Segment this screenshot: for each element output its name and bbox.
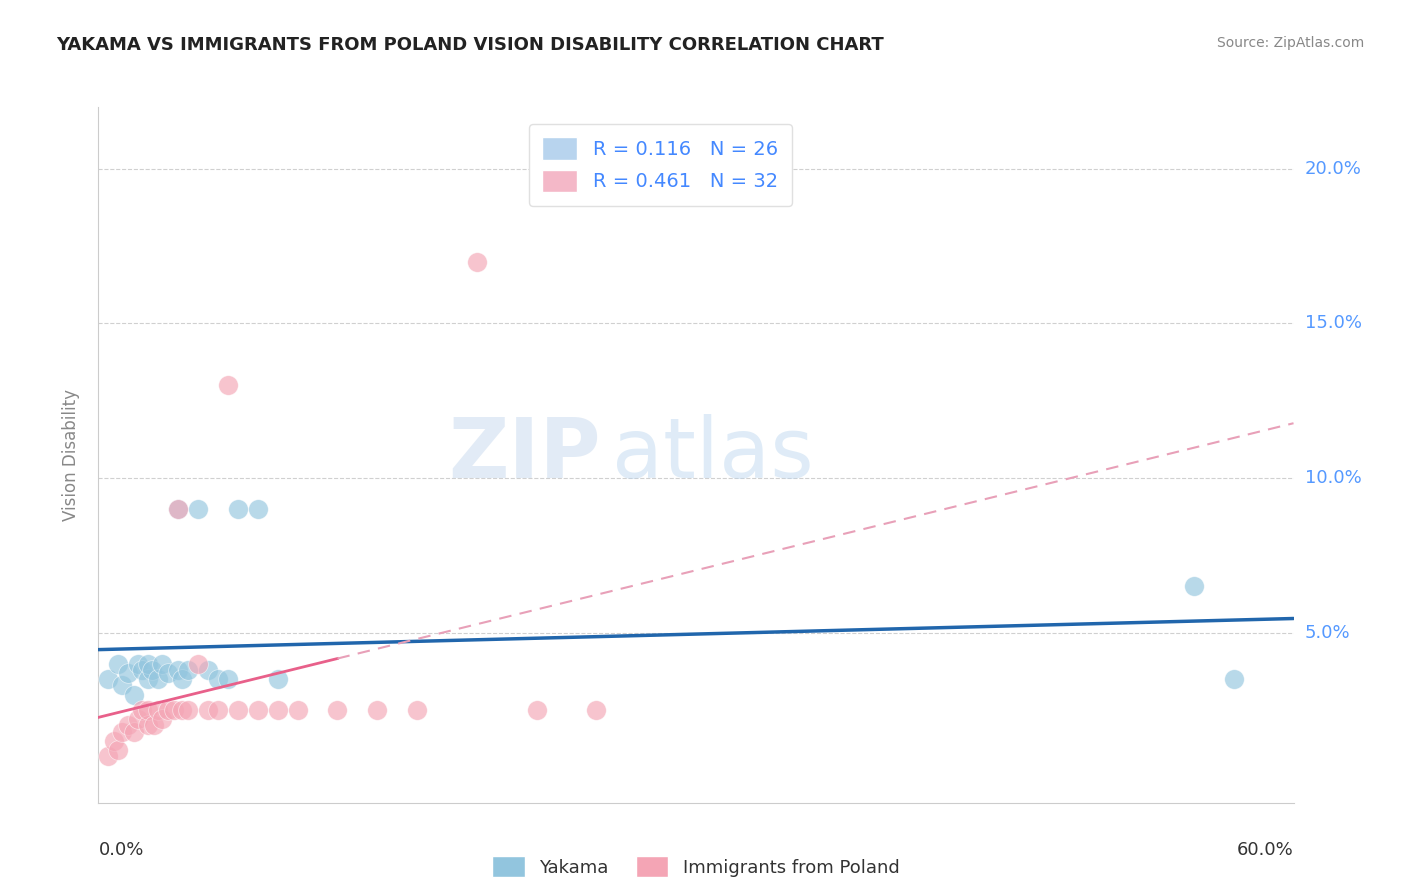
Point [111, 724, 134, 739]
Point [148, 672, 170, 686]
Point [131, 703, 153, 717]
Point [172, 672, 194, 686]
Point [187, 502, 209, 516]
Point [1182, 579, 1205, 593]
Point [117, 718, 139, 732]
Point [326, 703, 349, 717]
Point [226, 502, 249, 516]
Point [97, 749, 120, 764]
Point [207, 703, 229, 717]
Point [287, 703, 309, 717]
Text: 15.0%: 15.0% [1305, 315, 1361, 333]
Point [246, 703, 269, 717]
Point [107, 657, 129, 671]
Point [207, 672, 229, 686]
Point [246, 502, 269, 516]
Point [117, 665, 139, 680]
Point [167, 502, 190, 516]
Point [136, 703, 159, 717]
Point [226, 703, 249, 717]
Point [157, 665, 180, 680]
Y-axis label: Vision Disability: Vision Disability [62, 389, 80, 521]
Point [197, 703, 219, 717]
Text: 60.0%: 60.0% [1237, 841, 1294, 859]
Point [143, 718, 166, 732]
Text: 0.0%: 0.0% [98, 841, 143, 859]
Point [136, 718, 159, 732]
Legend: Yakama, Immigrants from Poland: Yakama, Immigrants from Poland [485, 849, 907, 884]
Point [177, 703, 200, 717]
Text: 5.0%: 5.0% [1305, 624, 1350, 641]
Point [177, 663, 200, 677]
Point [167, 502, 190, 516]
Point [267, 703, 290, 717]
Point [148, 703, 170, 717]
Point [163, 703, 186, 717]
Point [97, 672, 120, 686]
Point [366, 703, 388, 717]
Text: YAKAMA VS IMMIGRANTS FROM POLAND VISION DISABILITY CORRELATION CHART: YAKAMA VS IMMIGRANTS FROM POLAND VISION … [56, 36, 884, 54]
Point [150, 712, 173, 726]
Point [187, 657, 209, 671]
Text: atlas: atlas [612, 415, 814, 495]
Point [172, 703, 194, 717]
Point [127, 712, 149, 726]
Point [465, 254, 488, 268]
Point [124, 724, 146, 739]
Point [141, 663, 163, 677]
Point [526, 703, 548, 717]
Point [103, 734, 125, 748]
Point [197, 663, 219, 677]
Point [136, 672, 159, 686]
Point [167, 663, 190, 677]
Point [157, 703, 180, 717]
Point [124, 688, 146, 702]
Point [585, 703, 607, 717]
Point [111, 678, 134, 692]
Text: 10.0%: 10.0% [1305, 469, 1361, 487]
Text: Source: ZipAtlas.com: Source: ZipAtlas.com [1216, 36, 1364, 50]
Text: ZIP: ZIP [449, 415, 600, 495]
Point [217, 378, 239, 392]
Point [127, 657, 149, 671]
Point [150, 657, 173, 671]
Point [136, 657, 159, 671]
Point [267, 672, 290, 686]
Text: 20.0%: 20.0% [1305, 160, 1361, 178]
Point [217, 672, 239, 686]
Point [107, 743, 129, 757]
Point [131, 663, 153, 677]
Point [406, 703, 429, 717]
Point [1222, 672, 1246, 686]
